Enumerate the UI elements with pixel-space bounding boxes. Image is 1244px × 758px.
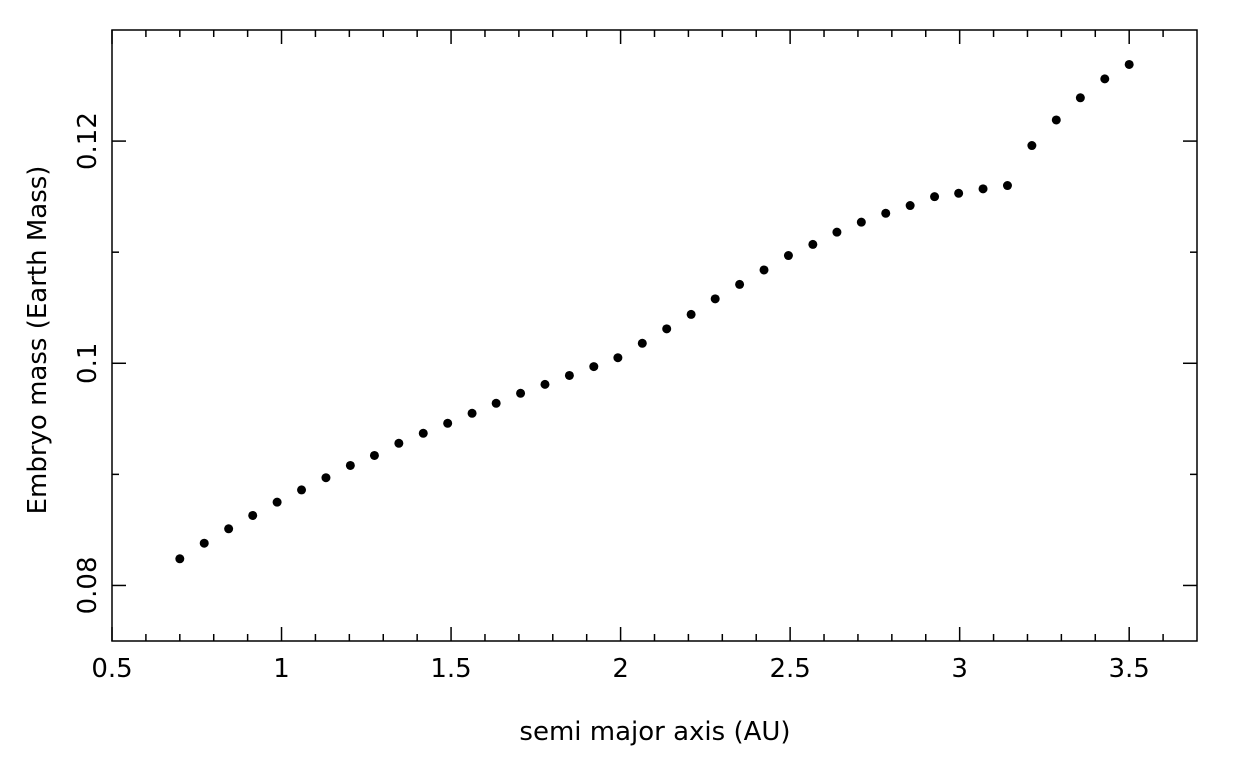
point [248, 510, 258, 520]
x-tick-label: 1.5 [430, 654, 471, 684]
point [369, 450, 379, 460]
point [297, 485, 307, 495]
y-tick-label: 0.1 [73, 343, 103, 384]
point [759, 265, 769, 275]
point [686, 309, 696, 319]
point [345, 460, 355, 470]
point [832, 227, 842, 237]
x-tick-label: 2.5 [769, 654, 810, 684]
point [224, 524, 234, 534]
x-axis-label: semi major axis (AU) [519, 717, 790, 747]
point [710, 294, 720, 304]
point [1124, 59, 1134, 69]
plot-frame [111, 29, 1198, 642]
point [637, 338, 647, 348]
point [175, 554, 185, 564]
point [930, 192, 940, 202]
x-tick-label: 3.5 [1109, 654, 1150, 684]
point [735, 279, 745, 289]
point [905, 201, 915, 211]
point [1027, 141, 1037, 151]
x-tick-label: 0.5 [91, 654, 132, 684]
y-axis-label: Embryo mass (Earth Mass) [23, 166, 53, 515]
point [516, 388, 526, 398]
point [881, 208, 891, 218]
point [954, 188, 964, 198]
y-tick-label: 0.12 [73, 112, 103, 170]
point [394, 438, 404, 448]
point [978, 184, 988, 194]
point [613, 353, 623, 363]
x-tick-label: 1 [273, 654, 290, 684]
point [418, 428, 428, 438]
point [272, 497, 282, 507]
point [856, 217, 866, 227]
point [443, 418, 453, 428]
point [783, 251, 793, 261]
point [564, 370, 574, 380]
point [199, 538, 209, 548]
point [467, 408, 477, 418]
point [1100, 74, 1110, 84]
x-tick-label: 2 [612, 654, 629, 684]
point [1051, 115, 1061, 125]
point [1075, 93, 1085, 103]
point [540, 379, 550, 389]
point [321, 473, 331, 483]
y-tick-label: 0.08 [73, 557, 103, 615]
point [662, 324, 672, 334]
point [1002, 181, 1012, 191]
x-tick-label: 3 [951, 654, 968, 684]
point [589, 362, 599, 372]
point [808, 239, 818, 249]
point [491, 398, 501, 408]
